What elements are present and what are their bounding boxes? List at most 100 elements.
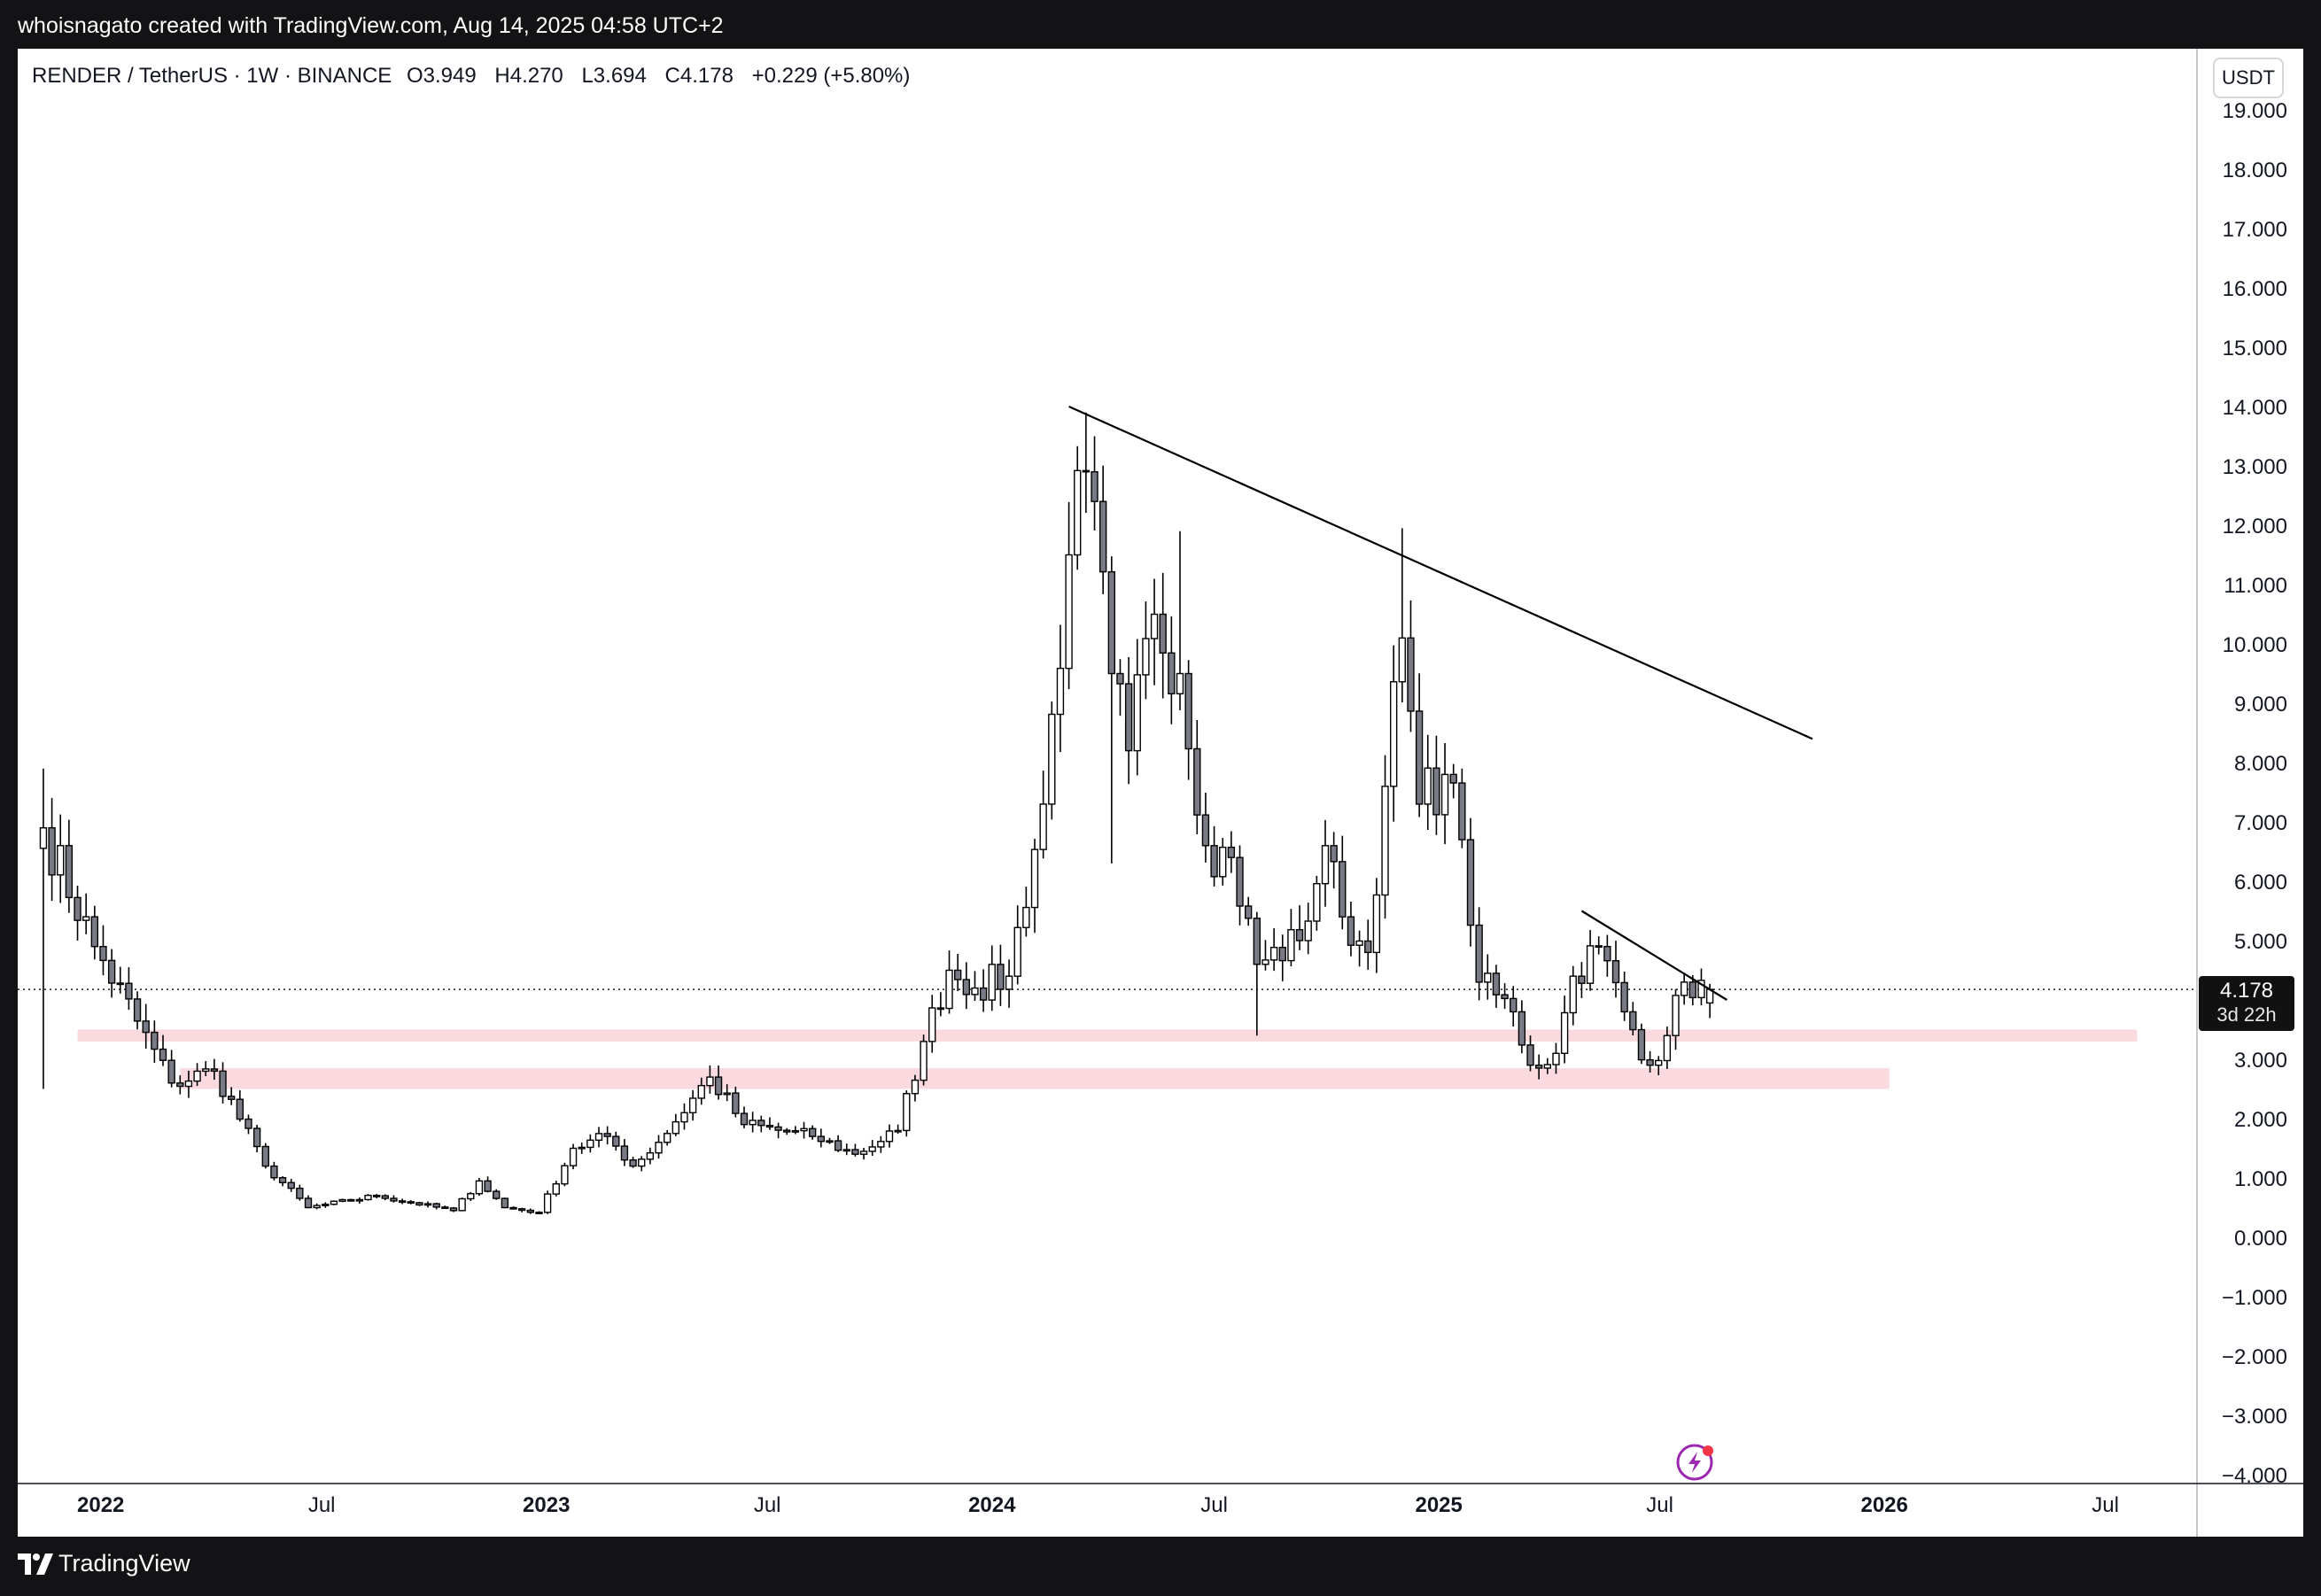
price-tick-label: −2.000 (2222, 1345, 2287, 1369)
time-tick-label: Jul (754, 1493, 781, 1517)
candle-body (945, 969, 953, 1010)
candle (1543, 1058, 1551, 1074)
last-price-badge: 4.178 3d 22h (2199, 976, 2294, 1031)
candle (338, 1198, 346, 1203)
candle (449, 1206, 458, 1212)
candle-body (1227, 846, 1236, 858)
candle (1091, 436, 1098, 531)
candle-body (1372, 894, 1381, 954)
candle-body (125, 982, 133, 1000)
candle-body (962, 979, 970, 996)
candle (458, 1197, 466, 1212)
candle (809, 1125, 817, 1140)
symbol-legend: RENDER / TetherUS · 1W · BINANCE O3.949 … (32, 64, 922, 89)
candle (1526, 1035, 1534, 1072)
candle-body (390, 1197, 398, 1202)
candles (39, 412, 1714, 1214)
price-tick-label: 13.000 (2223, 455, 2287, 479)
candle-body (1415, 710, 1424, 805)
ohlc-low: L3.694 (581, 64, 647, 88)
candle-body (1663, 1034, 1672, 1062)
candle (65, 819, 74, 913)
candle (1330, 832, 1338, 889)
candle (1364, 919, 1372, 970)
candle (842, 1143, 850, 1156)
candle-body (1245, 905, 1253, 919)
candle-body (1535, 1064, 1543, 1069)
candle-body (1005, 975, 1013, 990)
candle-body (1697, 980, 1705, 999)
price-tick-label: 8.000 (2234, 752, 2287, 776)
candle-body (920, 1041, 928, 1081)
currency-unit-button[interactable]: USDT (2213, 58, 2284, 98)
candle (193, 1063, 201, 1087)
candle-body (57, 845, 65, 876)
candle-body (578, 1146, 586, 1150)
flash-icon-dot (1703, 1445, 1713, 1456)
candle-body (99, 946, 107, 962)
candle-body (338, 1198, 346, 1202)
candle-body (1526, 1044, 1534, 1066)
candle (1030, 839, 1039, 934)
chart-frame[interactable]: 19.000 18.000 17.000 16.000 15.000 14.000 13.0… (18, 49, 2303, 1537)
candle-body (304, 1197, 313, 1209)
candle-body (1681, 981, 1688, 996)
candle-body (903, 1093, 911, 1132)
candle (304, 1195, 313, 1209)
candle (415, 1202, 423, 1206)
candle-body (1295, 929, 1304, 941)
candle (1629, 1002, 1637, 1036)
price-tick-label: 11.000 (2224, 574, 2287, 598)
candle (1569, 965, 1577, 1026)
candle (159, 1034, 167, 1066)
candle-body (398, 1200, 407, 1204)
price-chart[interactable]: 19.000 18.000 17.000 16.000 15.000 14.000 13.0… (18, 49, 2303, 1537)
price-axis: 19.000 18.000 17.000 16.000 15.000 14.000 13.0… (2222, 99, 2287, 1488)
candle-body (1655, 1059, 1663, 1066)
candle (962, 962, 970, 1010)
candle-body (697, 1084, 705, 1099)
candle-body (287, 1182, 295, 1189)
candle (142, 1003, 150, 1050)
candle (1056, 624, 1065, 753)
candle-body (449, 1207, 458, 1212)
candle (1176, 531, 1184, 710)
candle (697, 1077, 705, 1105)
candle-body (1184, 672, 1192, 750)
price-tick-label: 14.000 (2223, 396, 2287, 420)
candle (467, 1191, 475, 1202)
candle (1535, 1054, 1543, 1080)
candle-body (629, 1159, 637, 1167)
candle-body (1201, 814, 1210, 847)
candle (1321, 819, 1330, 907)
candle (432, 1202, 440, 1210)
candle (1603, 934, 1611, 977)
top-attribution-bar: whoisnagato created with TradingView.com… (0, 0, 2321, 49)
candle (1586, 930, 1595, 991)
bottom-brand-bar: TradingView (0, 1537, 2321, 1596)
symbol-title[interactable]: RENDER / TetherUS · 1W · BINANCE (32, 64, 392, 88)
candle (783, 1127, 791, 1135)
candle-body (1440, 773, 1449, 816)
candle-body (1013, 926, 1021, 977)
candle-body (936, 1007, 945, 1011)
candle (1458, 768, 1466, 848)
candle-body (415, 1202, 423, 1206)
lightning-bolt-icon[interactable] (1676, 1444, 1713, 1481)
candle (1560, 996, 1569, 1064)
candle-body (1381, 786, 1389, 896)
candle (441, 1205, 449, 1210)
candle (894, 1124, 902, 1135)
candle (518, 1207, 526, 1212)
price-tick-label: 16.000 (2223, 277, 2287, 301)
candle-body (1475, 924, 1483, 983)
candle-body (1159, 613, 1167, 654)
candle (1107, 556, 1115, 864)
price-tick-label: 17.000 (2223, 218, 2287, 242)
candle-body (535, 1212, 543, 1214)
candle-body (620, 1145, 629, 1161)
candle-body (655, 1142, 663, 1154)
candle-body (688, 1097, 697, 1114)
ohlc-change: +0.229 (+5.80%) (751, 64, 911, 88)
candle-body (159, 1048, 167, 1061)
